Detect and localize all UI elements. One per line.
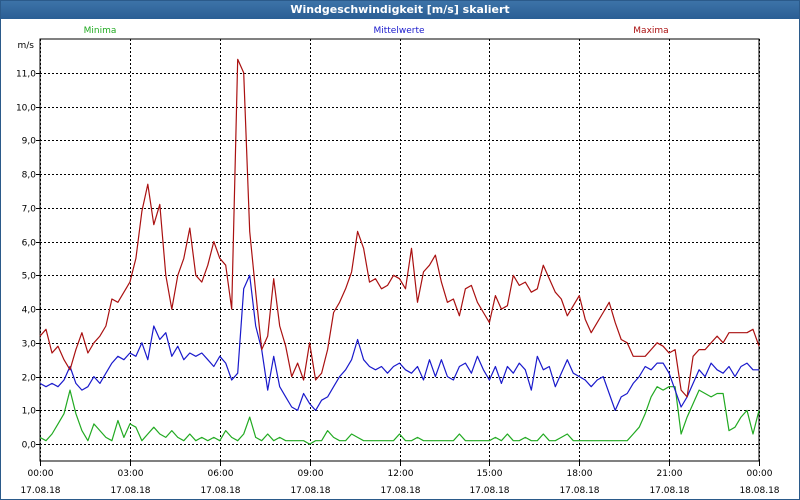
y-tick-label: 5,0 [22, 272, 37, 282]
x-tick-label-date: 17.08.18 [469, 486, 509, 496]
legend-entry-minima: Minima [84, 26, 117, 36]
x-tick-label-date: 17.08.18 [200, 486, 240, 496]
x-tick-label-date: 18.08.18 [739, 486, 779, 496]
y-tick-label: 3,0 [22, 340, 37, 350]
axes: 0,0 1,0 2,0 3,0 4,0 5,0 6,0 7,0 8,0 9,0 10,0 11,0 m/… [16, 38, 780, 496]
line-chart: 0,0 1,0 2,0 3,0 4,0 5,0 6,0 7,0 8,0 9,0 10,0 11,0 m/… [16, 26, 780, 496]
x-tick-label-date: 17.08.18 [559, 486, 599, 496]
plot-area [39, 38, 760, 462]
x-tick-label-time: 12:00 [388, 469, 414, 479]
y-tick-label: 8,0 [22, 171, 37, 181]
series-line-minima [39, 386, 760, 445]
x-tick-label-time: 09:00 [298, 469, 324, 479]
y-axis-label: m/s [18, 41, 35, 51]
y-tick-label: 7,0 [22, 205, 37, 215]
series-lines [39, 58, 760, 445]
x-tick-label-time: 00:00 [28, 469, 54, 479]
y-tick-label: 1,0 [22, 407, 37, 417]
x-tick-label-time: 00:00 [747, 469, 773, 479]
y-tick-label: 10,0 [16, 104, 36, 114]
series-line-maxima [39, 58, 760, 398]
y-tick-label: 9,0 [22, 137, 37, 147]
y-tick-label: 6,0 [22, 239, 37, 249]
y-tick-label: 11,0 [16, 70, 36, 80]
x-tick-label-time: 18:00 [567, 469, 593, 479]
x-tick-label-time: 21:00 [657, 469, 683, 479]
x-tick-label-time: 06:00 [208, 469, 234, 479]
x-tick-label-date: 17.08.18 [110, 486, 150, 496]
x-tick-label-time: 15:00 [477, 469, 503, 479]
x-tick-label-date: 17.08.18 [20, 486, 60, 496]
x-tick-label-date: 17.08.18 [649, 486, 689, 496]
series-line-mittelwerte [39, 274, 759, 411]
x-tick-label-date: 17.08.18 [380, 486, 420, 496]
y-tick-label: 0,0 [22, 441, 37, 451]
x-tick-label-date: 17.08.18 [290, 486, 330, 496]
y-tick-label: 2,0 [22, 374, 37, 384]
legend: Minima Mittelwerte Maxima [84, 26, 669, 36]
grid [40, 39, 760, 461]
chart-title: Windgeschwindigkeit [m/s] skaliert [1, 1, 799, 19]
legend-entry-maxima: Maxima [633, 26, 668, 36]
y-tick-label: 4,0 [22, 306, 37, 316]
x-tick-label-time: 03:00 [118, 469, 144, 479]
legend-entry-mittelwerte: Mittelwerte [373, 26, 424, 36]
